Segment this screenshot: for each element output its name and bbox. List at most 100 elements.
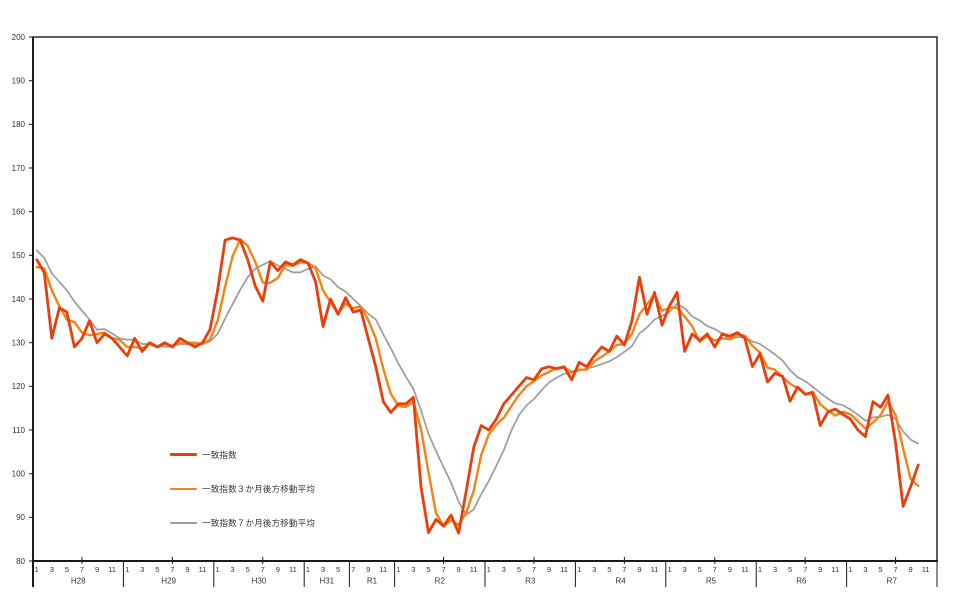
month-tick-label: 9 bbox=[728, 565, 732, 574]
y-tick-label: 200 bbox=[12, 33, 26, 42]
legend-label-7month-moving-average: 一致指数７か月後方移動平均 bbox=[202, 517, 316, 528]
legend-label-3month-moving-average: 一致指数３か月後方移動平均 bbox=[202, 483, 316, 494]
month-tick-label: 9 bbox=[457, 565, 461, 574]
month-tick-label: 9 bbox=[366, 565, 370, 574]
series-line-1 bbox=[35, 237, 920, 528]
y-tick-label: 160 bbox=[12, 207, 26, 216]
month-tick-label: 7 bbox=[351, 565, 355, 574]
year-label: H29 bbox=[161, 577, 176, 586]
month-tick-label: 1 bbox=[487, 565, 491, 574]
month-tick-label: 11 bbox=[651, 565, 659, 574]
month-tick-label: 3 bbox=[231, 565, 235, 574]
month-tick-label: 11 bbox=[831, 565, 839, 574]
month-tick-label: 3 bbox=[321, 565, 325, 574]
month-tick-label: 3 bbox=[502, 565, 506, 574]
series-line-2 bbox=[35, 249, 920, 516]
month-tick-label: 11 bbox=[922, 565, 930, 574]
y-tick-label: 190 bbox=[12, 76, 26, 85]
month-tick-label: 5 bbox=[65, 565, 69, 574]
legend-item-7month-moving-average: 一致指数７か月後方移動平均 bbox=[170, 517, 315, 528]
month-tick-label: 5 bbox=[426, 565, 430, 574]
month-tick-label: 9 bbox=[276, 565, 280, 574]
month-tick-label: 1 bbox=[577, 565, 581, 574]
month-tick-label: 5 bbox=[336, 565, 340, 574]
year-label: R2 bbox=[435, 577, 446, 586]
month-tick-label: 5 bbox=[878, 565, 882, 574]
y-tick-label: 150 bbox=[12, 251, 26, 260]
y-tick-label: 100 bbox=[12, 469, 26, 478]
month-tick-label: 3 bbox=[592, 565, 596, 574]
month-tick-label: 7 bbox=[170, 565, 174, 574]
y-tick-label: 120 bbox=[12, 382, 26, 391]
month-tick-label: 7 bbox=[441, 565, 445, 574]
y-tick-label: 80 bbox=[16, 557, 25, 566]
legend-swatch-7month-moving-average bbox=[170, 521, 197, 524]
month-tick-label: 1 bbox=[848, 565, 852, 574]
month-tick-label: 1 bbox=[215, 565, 219, 574]
year-label: R6 bbox=[796, 577, 807, 586]
month-tick-label: 3 bbox=[50, 565, 54, 574]
month-tick-label: 3 bbox=[773, 565, 777, 574]
month-tick-label: 7 bbox=[893, 565, 897, 574]
month-tick-label: 1 bbox=[396, 565, 400, 574]
month-tick-label: 5 bbox=[607, 565, 611, 574]
legend-item-3month-moving-average: 一致指数３か月後方移動平均 bbox=[170, 483, 315, 494]
month-tick-label: 11 bbox=[741, 565, 749, 574]
month-tick-label: 11 bbox=[379, 565, 387, 574]
month-tick-label: 3 bbox=[863, 565, 867, 574]
month-tick-label: 7 bbox=[713, 565, 717, 574]
y-tick-label: 110 bbox=[12, 426, 25, 435]
legend-label-coincident-index: 一致指数 bbox=[202, 449, 237, 460]
month-tick-label: 9 bbox=[637, 565, 641, 574]
year-label: R1 bbox=[367, 577, 378, 586]
month-tick-label: 3 bbox=[411, 565, 415, 574]
month-tick-label: 11 bbox=[199, 565, 207, 574]
month-tick-label: 1 bbox=[35, 565, 39, 574]
month-tick-label: 7 bbox=[80, 565, 84, 574]
month-tick-label: 7 bbox=[261, 565, 265, 574]
month-tick-label: 7 bbox=[532, 565, 536, 574]
month-tick-label: 9 bbox=[818, 565, 822, 574]
y-tick-label: 130 bbox=[12, 338, 26, 347]
month-tick-label: 11 bbox=[560, 565, 568, 574]
plot-border bbox=[32, 36, 938, 562]
y-tick-label: 90 bbox=[16, 513, 25, 522]
month-tick-label: 5 bbox=[246, 565, 250, 574]
y-tick-label: 180 bbox=[12, 120, 26, 129]
y-tick-label: 170 bbox=[12, 164, 26, 173]
legend-swatch-coincident-index bbox=[170, 453, 197, 456]
month-tick-label: 7 bbox=[803, 565, 807, 574]
month-tick-label: 7 bbox=[622, 565, 626, 574]
month-tick-label: 11 bbox=[470, 565, 478, 574]
month-tick-label: 5 bbox=[517, 565, 521, 574]
year-label: R3 bbox=[525, 577, 536, 586]
month-tick-label: 1 bbox=[758, 565, 762, 574]
month-tick-label: 5 bbox=[155, 565, 159, 574]
month-tick-label: 3 bbox=[683, 565, 687, 574]
month-tick-label: 1 bbox=[306, 565, 310, 574]
year-label: H28 bbox=[71, 577, 86, 586]
month-tick-label: 11 bbox=[289, 565, 297, 574]
month-tick-label: 1 bbox=[667, 565, 671, 574]
legend-item-coincident-index: 一致指数 bbox=[170, 449, 315, 460]
year-label: R7 bbox=[887, 577, 898, 586]
year-label: H31 bbox=[319, 577, 334, 586]
chart-legend: 一致指数 一致指数３か月後方移動平均 一致指数７か月後方移動平均 bbox=[170, 449, 315, 551]
month-tick-label: 9 bbox=[909, 565, 913, 574]
month-tick-label: 5 bbox=[698, 565, 702, 574]
month-tick-label: 9 bbox=[547, 565, 551, 574]
year-label: R4 bbox=[615, 577, 626, 586]
month-tick-label: 1 bbox=[125, 565, 129, 574]
month-tick-label: 3 bbox=[140, 565, 144, 574]
year-label: R5 bbox=[706, 577, 717, 586]
legend-swatch-3month-moving-average bbox=[170, 487, 197, 490]
month-tick-label: 5 bbox=[788, 565, 792, 574]
month-tick-label: 9 bbox=[185, 565, 189, 574]
year-label: H30 bbox=[252, 577, 267, 586]
y-tick-label: 140 bbox=[12, 295, 26, 304]
series-line-0 bbox=[35, 236, 920, 535]
month-tick-label: 9 bbox=[95, 565, 99, 574]
month-tick-label: 11 bbox=[108, 565, 116, 574]
